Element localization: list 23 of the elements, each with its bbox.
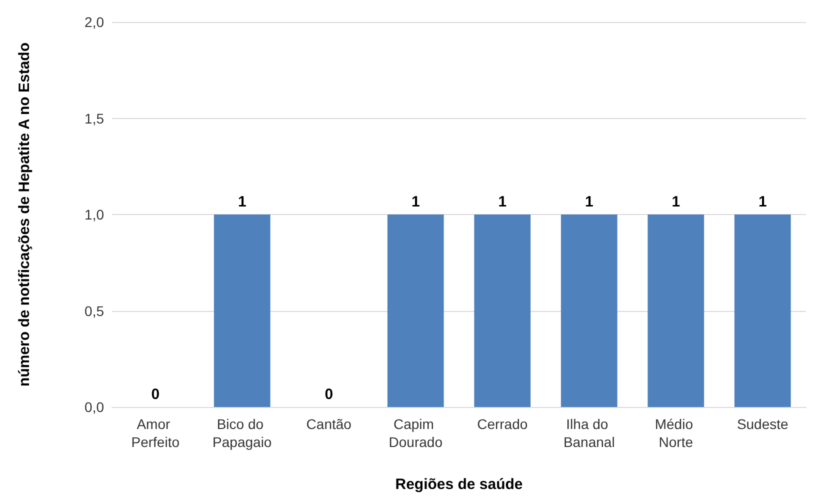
x-tick-label: Cerrado <box>477 416 528 432</box>
data-label: 1 <box>498 194 507 210</box>
data-label: 1 <box>238 194 246 210</box>
data-label: 1 <box>584 194 594 210</box>
x-tick-label: Sudeste <box>736 416 789 432</box>
y-tick-label: 1,0 <box>84 206 104 222</box>
y-tick-label: 2,0 <box>84 14 104 30</box>
y-tick-label: 0,0 <box>84 399 104 415</box>
y-axis-title: número de notificações de Hepatite A no Estado <box>16 42 33 386</box>
x-tick-label: Capim Dourado <box>388 416 443 450</box>
y-tick-label: 1,5 <box>84 110 104 126</box>
data-label: 1 <box>758 194 767 210</box>
y-tick-label: 0,5 <box>84 302 104 319</box>
x-tick-label: Bico do Papagaio <box>212 416 272 450</box>
x-tick-label: Amor Perfeito <box>131 416 180 450</box>
x-tick-label: Médio Norte <box>654 416 697 450</box>
x-tick-label: Cantão <box>306 416 352 432</box>
data-label: 1 <box>411 194 420 210</box>
data-label: 0 <box>151 386 160 403</box>
data-label: 0 <box>324 386 334 403</box>
data-label: 1 <box>672 194 680 210</box>
x-axis-title: Regiões de saúde <box>395 476 523 493</box>
x-tick-label: Ilha do Bananal <box>563 416 615 450</box>
